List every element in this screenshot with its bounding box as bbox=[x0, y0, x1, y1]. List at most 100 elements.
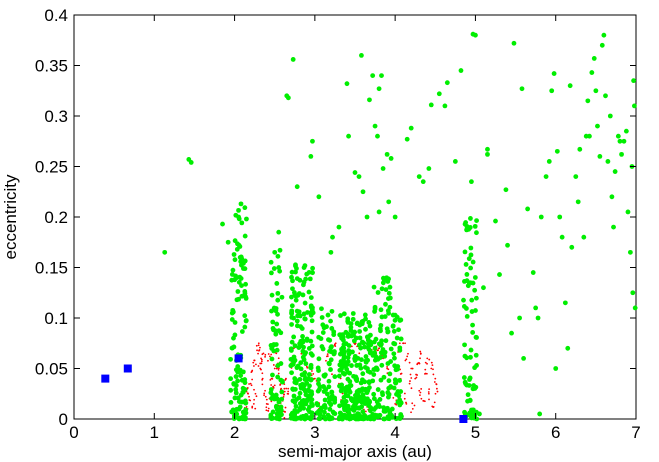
red-data-point bbox=[251, 405, 254, 408]
red-data-point bbox=[267, 359, 269, 362]
green-data-point bbox=[357, 335, 363, 341]
green-data-point bbox=[360, 189, 366, 195]
red-data-point bbox=[424, 361, 427, 364]
green-data-point bbox=[473, 32, 478, 38]
green-data-point bbox=[474, 230, 479, 236]
green-data-point bbox=[362, 344, 367, 350]
green-data-point bbox=[359, 53, 364, 58]
red-data-point bbox=[277, 372, 280, 375]
green-data-point bbox=[295, 313, 301, 319]
green-data-point bbox=[372, 350, 378, 355]
green-data-point bbox=[593, 88, 599, 94]
green-data-point bbox=[378, 307, 384, 313]
green-data-point bbox=[236, 214, 241, 220]
green-data-point bbox=[235, 378, 240, 384]
red-data-point bbox=[358, 352, 361, 355]
red-data-point bbox=[268, 355, 271, 358]
green-data-point bbox=[436, 91, 442, 97]
red-data-point bbox=[415, 376, 418, 379]
x-tick-label: 6 bbox=[551, 423, 560, 442]
green-data-point bbox=[337, 410, 343, 416]
green-data-point bbox=[274, 411, 280, 417]
green-data-point bbox=[322, 405, 328, 411]
green-data-point bbox=[467, 397, 473, 403]
green-data-point bbox=[351, 373, 356, 379]
planet-marker bbox=[234, 354, 243, 363]
green-data-point bbox=[462, 249, 468, 255]
green-data-point bbox=[340, 370, 346, 376]
green-data-point bbox=[243, 400, 249, 406]
green-data-point bbox=[338, 313, 343, 318]
red-data-point bbox=[433, 381, 436, 383]
red-data-point bbox=[428, 388, 431, 391]
green-data-point bbox=[292, 343, 298, 349]
green-data-point bbox=[463, 220, 469, 225]
green-data-point bbox=[271, 327, 276, 333]
green-data-point bbox=[562, 300, 568, 306]
red-data-point bbox=[273, 384, 276, 387]
green-data-point bbox=[472, 365, 478, 371]
green-data-point bbox=[384, 326, 390, 332]
red-data-point bbox=[409, 373, 412, 376]
green-data-point bbox=[525, 206, 531, 212]
red-data-point bbox=[415, 373, 418, 376]
red-data-point bbox=[333, 344, 336, 346]
green-data-point bbox=[468, 252, 474, 258]
red-data-point bbox=[270, 400, 273, 403]
green-data-point bbox=[328, 402, 334, 408]
green-data-point bbox=[391, 351, 397, 357]
green-data-point bbox=[289, 303, 295, 309]
red-data-point bbox=[277, 368, 280, 371]
green-data-point bbox=[323, 387, 329, 392]
red-data-point bbox=[265, 398, 268, 401]
green-data-point bbox=[371, 391, 377, 397]
y-tick-label: 0.3 bbox=[44, 107, 68, 126]
green-data-point bbox=[375, 413, 381, 419]
green-data-point bbox=[273, 392, 279, 398]
green-data-point bbox=[394, 335, 400, 341]
green-data-point bbox=[307, 276, 313, 282]
green-data-point bbox=[298, 360, 304, 366]
red-data-point bbox=[407, 352, 409, 355]
green-data-point bbox=[392, 214, 398, 220]
green-data-point bbox=[325, 312, 331, 318]
green-data-point bbox=[356, 342, 362, 348]
red-data-point bbox=[435, 387, 438, 390]
red-data-point bbox=[387, 368, 390, 371]
red-data-point bbox=[284, 378, 287, 381]
green-data-point bbox=[274, 404, 279, 410]
green-data-point bbox=[232, 257, 238, 263]
green-data-point bbox=[392, 355, 397, 361]
green-data-point bbox=[546, 159, 552, 164]
green-data-point bbox=[329, 308, 335, 314]
green-data-point bbox=[551, 71, 557, 76]
green-data-point bbox=[270, 415, 276, 421]
green-data-point bbox=[549, 88, 555, 94]
green-data-point bbox=[382, 349, 388, 355]
green-data-point bbox=[388, 156, 394, 161]
green-data-point bbox=[599, 42, 605, 48]
green-data-point bbox=[331, 351, 337, 357]
green-data-point bbox=[293, 269, 298, 275]
red-data-point bbox=[261, 383, 264, 386]
green-data-point bbox=[612, 169, 618, 174]
green-data-point bbox=[337, 367, 343, 373]
green-data-point bbox=[239, 329, 245, 334]
green-data-point bbox=[231, 381, 237, 387]
green-data-point bbox=[274, 281, 280, 286]
red-data-point bbox=[420, 388, 423, 390]
red-data-point bbox=[264, 355, 266, 358]
green-data-point bbox=[229, 345, 235, 351]
green-data-point bbox=[330, 234, 335, 240]
green-data-point bbox=[359, 321, 365, 327]
green-data-point bbox=[242, 233, 248, 239]
green-data-point bbox=[383, 338, 389, 344]
green-data-point bbox=[408, 125, 414, 131]
green-data-point bbox=[339, 399, 345, 405]
green-data-point bbox=[243, 318, 249, 323]
green-data-point bbox=[309, 318, 315, 324]
green-data-point bbox=[243, 281, 249, 287]
red-data-point bbox=[418, 389, 421, 392]
green-data-point bbox=[220, 221, 225, 227]
green-data-point bbox=[365, 357, 371, 363]
